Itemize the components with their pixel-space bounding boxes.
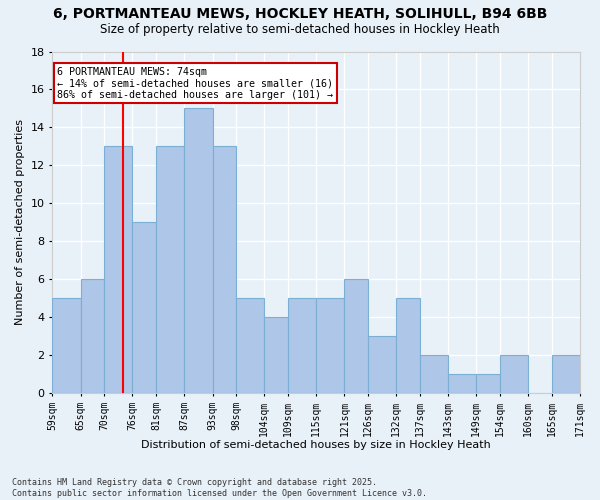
Bar: [500, 355, 528, 393]
Bar: [316, 298, 344, 393]
Bar: [552, 355, 580, 393]
Bar: [52, 298, 80, 393]
Text: 6, PORTMANTEAU MEWS, HOCKLEY HEATH, SOLIHULL, B94 6BB: 6, PORTMANTEAU MEWS, HOCKLEY HEATH, SOLI…: [53, 8, 547, 22]
Bar: [448, 374, 476, 393]
Bar: [344, 279, 368, 393]
Bar: [133, 222, 156, 393]
Bar: [420, 355, 448, 393]
Bar: [184, 108, 212, 393]
Bar: [265, 317, 288, 393]
Bar: [156, 146, 184, 393]
Bar: [104, 146, 133, 393]
Bar: [236, 298, 265, 393]
Bar: [368, 336, 396, 393]
Bar: [212, 146, 236, 393]
Bar: [80, 279, 104, 393]
Y-axis label: Number of semi-detached properties: Number of semi-detached properties: [15, 119, 25, 325]
Text: Contains HM Land Registry data © Crown copyright and database right 2025.
Contai: Contains HM Land Registry data © Crown c…: [12, 478, 427, 498]
Text: Size of property relative to semi-detached houses in Hockley Heath: Size of property relative to semi-detach…: [100, 22, 500, 36]
Bar: [288, 298, 316, 393]
Text: 6 PORTMANTEAU MEWS: 74sqm
← 14% of semi-detached houses are smaller (16)
86% of : 6 PORTMANTEAU MEWS: 74sqm ← 14% of semi-…: [57, 66, 333, 100]
Bar: [476, 374, 500, 393]
X-axis label: Distribution of semi-detached houses by size in Hockley Heath: Distribution of semi-detached houses by …: [141, 440, 491, 450]
Bar: [396, 298, 420, 393]
